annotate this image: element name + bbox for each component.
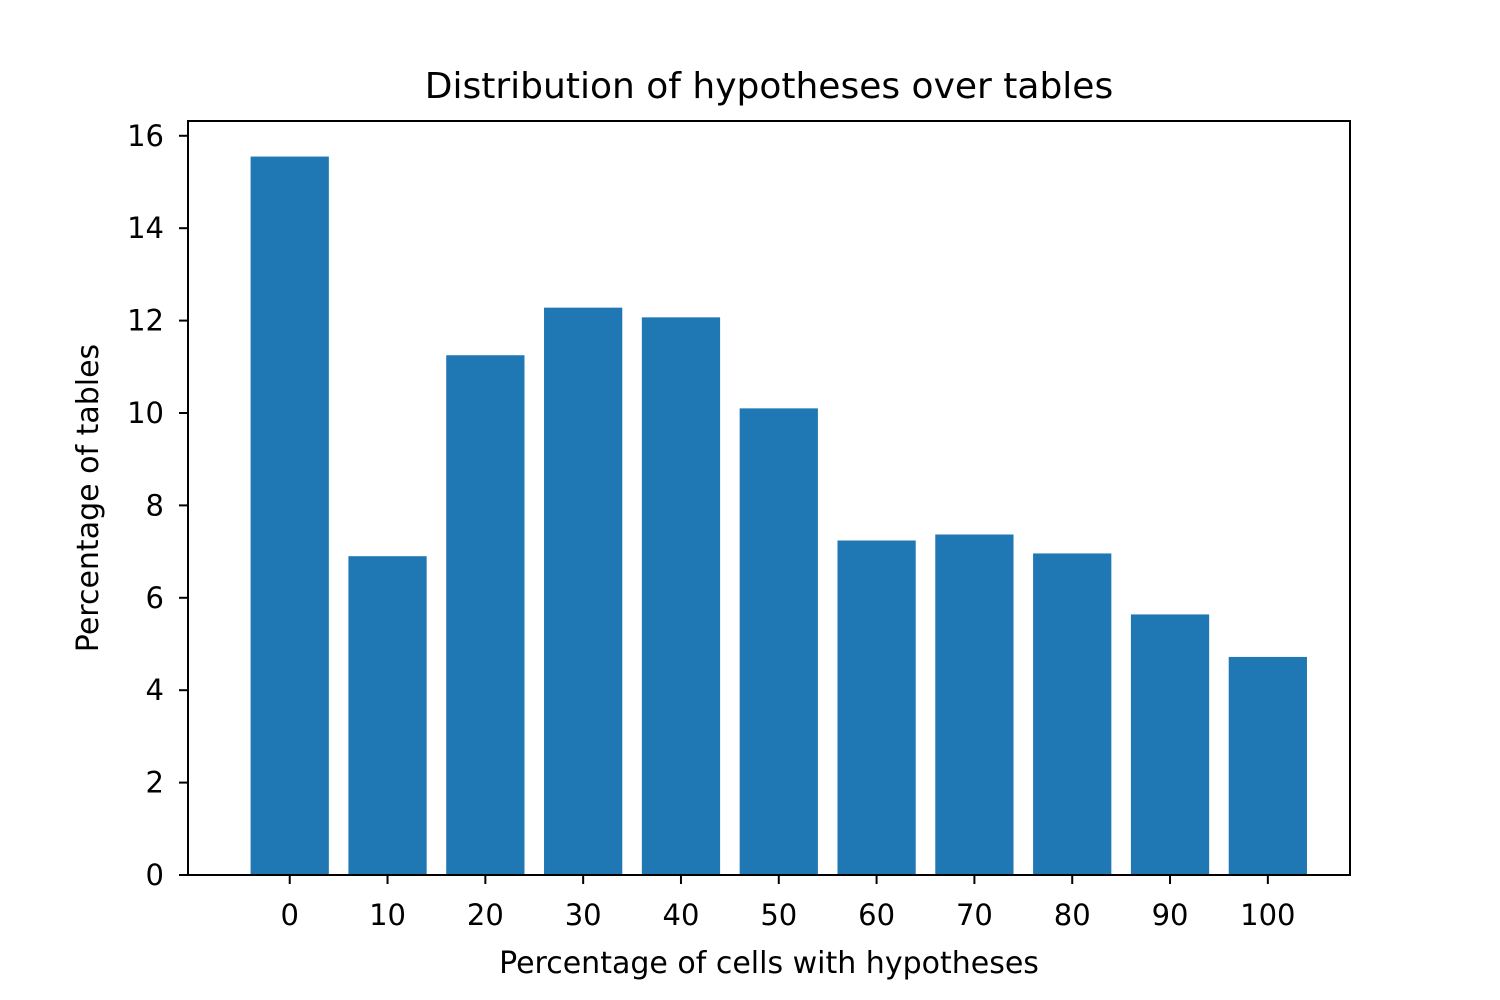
bar-100 [1228, 656, 1307, 875]
bar-40 [641, 317, 721, 876]
bar-90 [1130, 614, 1210, 875]
y-tick-label: 14 [127, 211, 164, 245]
x-tick-label: 90 [1152, 898, 1189, 932]
y-tick-label: 16 [127, 119, 164, 153]
x-tick-label: 70 [956, 898, 993, 932]
chart-title: Distribution of hypotheses over tables [425, 66, 1113, 107]
y-tick-label: 4 [146, 673, 164, 707]
bar-30 [544, 307, 623, 875]
y-tick-label: 12 [127, 304, 164, 338]
x-tick-label: 40 [663, 898, 700, 932]
bar-20 [446, 355, 525, 875]
bar-70 [935, 534, 1014, 875]
x-axis-label: Percentage of cells with hypotheses [499, 946, 1039, 981]
x-axis-ticks: 0 10 20 30 40 50 60 70 80 90 100 [280, 875, 1296, 932]
x-tick-label: 30 [565, 898, 602, 932]
x-tick-label: 20 [467, 898, 504, 932]
y-tick-label: 10 [127, 396, 164, 430]
bars-group [250, 156, 1307, 876]
y-axis-label: Percentage of tables [71, 344, 106, 652]
x-tick-label: 10 [369, 898, 406, 932]
y-axis-ticks: 0 2 4 6 8 10 12 14 16 [127, 119, 188, 892]
x-tick-label: 60 [858, 898, 895, 932]
plot-area-frame [187, 120, 1351, 876]
bar-10 [348, 556, 427, 875]
x-tick-label: 50 [760, 898, 797, 932]
bar-60 [837, 540, 916, 875]
x-tick-label: 0 [280, 898, 298, 932]
bar-50 [739, 408, 818, 875]
y-tick-label: 8 [146, 488, 164, 522]
y-tick-label: 0 [146, 858, 164, 892]
x-tick-label: 80 [1054, 898, 1091, 932]
y-tick-label: 6 [146, 581, 164, 615]
bar-0 [250, 156, 329, 875]
bar-80 [1033, 553, 1112, 875]
y-tick-label: 2 [146, 766, 164, 800]
x-tick-label: 100 [1240, 898, 1295, 932]
